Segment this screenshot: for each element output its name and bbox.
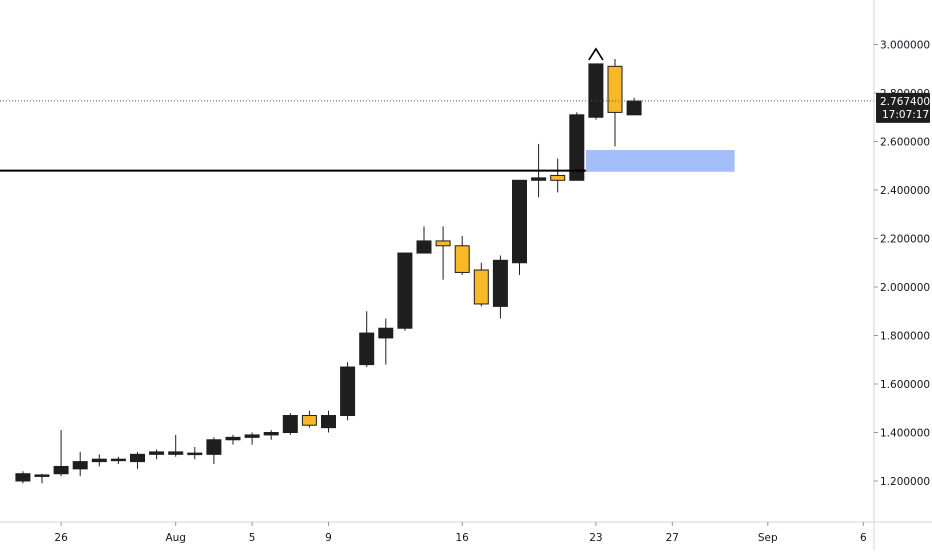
candle-body: [110, 458, 126, 462]
y-tick-label: 1.200000: [880, 476, 930, 488]
candle-body: [53, 465, 69, 475]
candle-body: [130, 453, 145, 463]
candle-body: [15, 473, 31, 482]
candle[interactable]: [225, 434, 241, 445]
candle-body: [435, 240, 451, 247]
y-tick-label: 1.600000: [880, 379, 930, 391]
candle-body: [282, 415, 298, 433]
y-tick-label: 2.400000: [880, 185, 930, 197]
candle[interactable]: [340, 362, 356, 421]
candle[interactable]: [569, 112, 585, 181]
candle[interactable]: [53, 430, 69, 477]
candle-body: [512, 179, 527, 264]
x-tick-label: 27: [666, 532, 679, 544]
candle[interactable]: [550, 158, 566, 193]
candle[interactable]: [473, 262, 489, 307]
candle[interactable]: [397, 252, 413, 331]
demand-zone[interactable]: [585, 149, 735, 172]
candle-body: [416, 240, 432, 254]
price-badge-bg: [876, 92, 930, 123]
candle-body: [225, 436, 241, 441]
candle-body: [244, 434, 260, 438]
candle-body: [91, 458, 107, 463]
x-tick-label: 5: [249, 532, 256, 544]
candle-body: [569, 114, 585, 181]
candle[interactable]: [492, 255, 508, 319]
candle-body: [588, 63, 604, 118]
y-tick-label: 1.400000: [880, 428, 930, 440]
y-tick-label: 2.600000: [880, 137, 930, 149]
x-tick-label: Sep: [758, 532, 778, 544]
candle[interactable]: [588, 63, 604, 120]
candle[interactable]: [149, 449, 165, 460]
candle-body: [340, 366, 356, 417]
x-tick-label: 26: [54, 532, 68, 544]
candle-body: [72, 461, 88, 470]
candle[interactable]: [72, 451, 88, 477]
candle-body: [378, 327, 394, 339]
candle-body: [626, 100, 642, 116]
candle[interactable]: [416, 226, 432, 254]
candle[interactable]: [110, 456, 126, 465]
y-tick-label: 1.800000: [880, 331, 930, 343]
candle-body: [359, 332, 375, 366]
candle[interactable]: [15, 471, 31, 484]
x-tick-label: 6: [860, 532, 867, 544]
candle[interactable]: [359, 311, 375, 368]
y-tick-label: 2.200000: [880, 234, 930, 246]
x-tick-label: 9: [325, 532, 332, 544]
current-price-label: 2.767400: [880, 96, 930, 108]
candle[interactable]: [168, 434, 184, 457]
candle[interactable]: [454, 236, 470, 275]
candle-body: [187, 452, 203, 456]
candle-body: [206, 439, 222, 455]
candle[interactable]: [321, 410, 336, 433]
y-tick-label: 2.000000: [880, 282, 930, 294]
candle-body: [321, 415, 336, 429]
candle[interactable]: [512, 179, 527, 275]
candle[interactable]: [435, 226, 451, 280]
x-tick-label: 23: [589, 532, 602, 544]
candle-body: [168, 451, 184, 455]
candle-body: [492, 259, 508, 307]
candle[interactable]: [244, 432, 260, 445]
candle-body: [607, 65, 623, 113]
x-tick-label: Aug: [165, 532, 186, 544]
candle-body: [34, 474, 50, 477]
candle-body: [454, 245, 470, 273]
candle[interactable]: [34, 473, 50, 484]
candle-body: [473, 269, 489, 305]
candle[interactable]: [378, 318, 394, 365]
candle[interactable]: [626, 97, 642, 116]
candle[interactable]: [301, 410, 317, 428]
candle-body: [263, 432, 279, 436]
candle-body: [550, 174, 566, 181]
candle[interactable]: [263, 430, 279, 440]
candle-body: [149, 451, 165, 455]
candle-body: [397, 252, 413, 329]
x-tick-label: 16: [456, 532, 470, 544]
candle-body: [301, 415, 317, 426]
candle[interactable]: [187, 447, 203, 460]
candle[interactable]: [282, 413, 298, 435]
candle[interactable]: [91, 454, 107, 467]
candle[interactable]: [206, 437, 222, 465]
countdown-label: 17:07:17: [882, 109, 929, 121]
y-tick-label: 3.000000: [880, 40, 930, 52]
candle[interactable]: [130, 451, 145, 469]
up-arrow-marker[interactable]: [588, 47, 604, 61]
candle-body: [531, 177, 547, 181]
